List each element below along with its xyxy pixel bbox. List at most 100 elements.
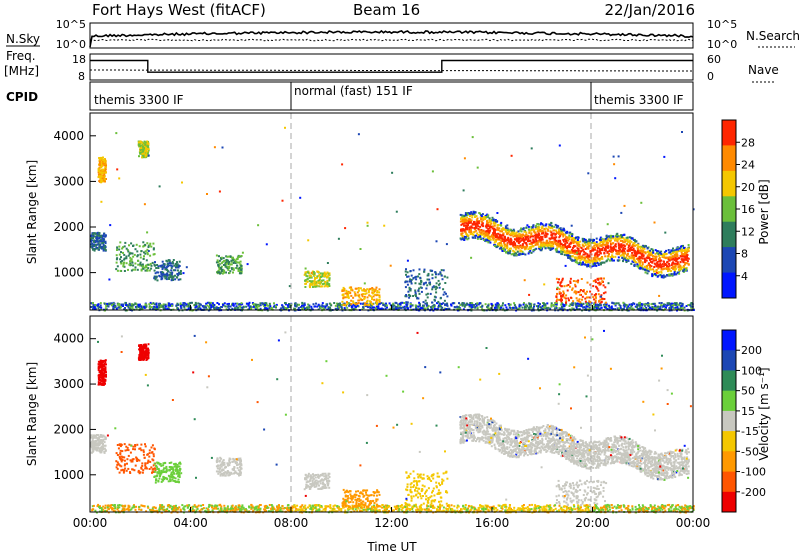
data-pixel [419,276,422,279]
data-pixel [312,271,315,273]
data-pixel [485,226,488,229]
data-pixel [652,302,655,305]
data-pixel [503,243,506,246]
data-pixel [654,273,657,275]
data-pixel [658,254,661,257]
data-pixel [354,292,357,295]
data-pixel [371,303,374,306]
data-pixel [634,244,636,247]
data-pixel [529,236,532,239]
data-pixel [125,247,128,250]
data-pixel [146,148,149,150]
data-pixel [637,245,640,248]
data-pixel [628,257,631,259]
data-pixel [570,239,573,242]
data-pixel [407,290,410,293]
data-pixel [258,305,261,308]
data-pixel [514,305,517,308]
data-pixel [542,224,545,227]
data-pixel [130,304,133,307]
data-pixel [231,259,234,262]
data-pixel [404,270,407,273]
data-pixel [164,273,167,276]
data-pixel [636,257,639,260]
data-pixel [565,303,568,306]
data-pixel [623,250,626,253]
data-pixel [670,249,673,252]
data-pixel [551,243,554,246]
data-pixel [126,249,129,251]
nsky-label: N.Sky [6,32,40,46]
data-pixel [602,243,604,246]
data-pixel [555,250,558,253]
data-pixel [600,237,603,240]
data-pixel [621,308,624,311]
data-pixel [327,284,330,287]
nsky-series-line [89,29,694,48]
data-pixel [93,305,96,308]
data-pixel [660,253,663,255]
data-pixel [675,252,678,255]
data-pixel [595,260,598,262]
data-pixel [548,223,551,226]
data-pixel [675,248,678,251]
data-pixel [528,307,531,310]
data-pixel [584,248,587,250]
data-pixel [137,259,140,262]
freq-panel: Freq. [MHz] 18 8 60 0 Nave [4,49,779,83]
data-pixel [210,304,213,307]
data-pixel [608,249,611,252]
data-pixel [547,229,550,232]
data-pixel [549,307,552,310]
data-pixel [160,273,163,275]
data-pixel [670,302,673,305]
data-pixel [572,308,575,311]
data-pixel [536,226,539,229]
data-pixel [474,228,477,231]
data-pixel [98,162,101,165]
data-pixel [310,275,312,278]
data-pixel [663,251,666,254]
data-pixel [103,158,106,160]
data-pixel [369,287,372,290]
data-pixel [366,296,369,299]
data-pixel [530,243,533,246]
data-pixel [409,270,412,272]
data-pixel [135,243,138,246]
data-pixel [226,303,229,306]
data-pixel [499,244,502,247]
data-pixel [238,272,241,275]
data-pixel [634,305,637,308]
data-pixel [607,258,610,261]
data-pixel [324,306,327,309]
data-pixel [625,256,628,259]
data-pixel [302,305,305,308]
data-pixel [626,307,629,310]
data-pixel [439,302,441,305]
data-pixel [376,294,379,296]
data-pixel [509,243,512,246]
data-pixel [638,258,641,261]
data-pixel [541,305,544,308]
data-pixel [641,257,644,260]
data-pixel [592,248,595,251]
data-pixel [139,253,142,256]
data-pixel [552,243,555,245]
data-pixel [538,240,541,243]
data-pixel [240,302,243,305]
data-pixel [641,267,644,270]
data-pixel [437,304,440,307]
data-pixel [471,303,474,306]
data-pixel [619,254,622,257]
data-pixel [610,256,612,259]
data-pixel [98,174,101,177]
data-pixel [423,270,426,273]
data-pixel [654,259,657,262]
data-pixel [143,153,146,156]
data-pixel [628,303,631,306]
data-pixel [304,272,307,275]
data-pixel [492,219,495,222]
data-pixel [600,244,603,247]
data-pixel [539,306,542,309]
data-pixel [147,149,150,152]
